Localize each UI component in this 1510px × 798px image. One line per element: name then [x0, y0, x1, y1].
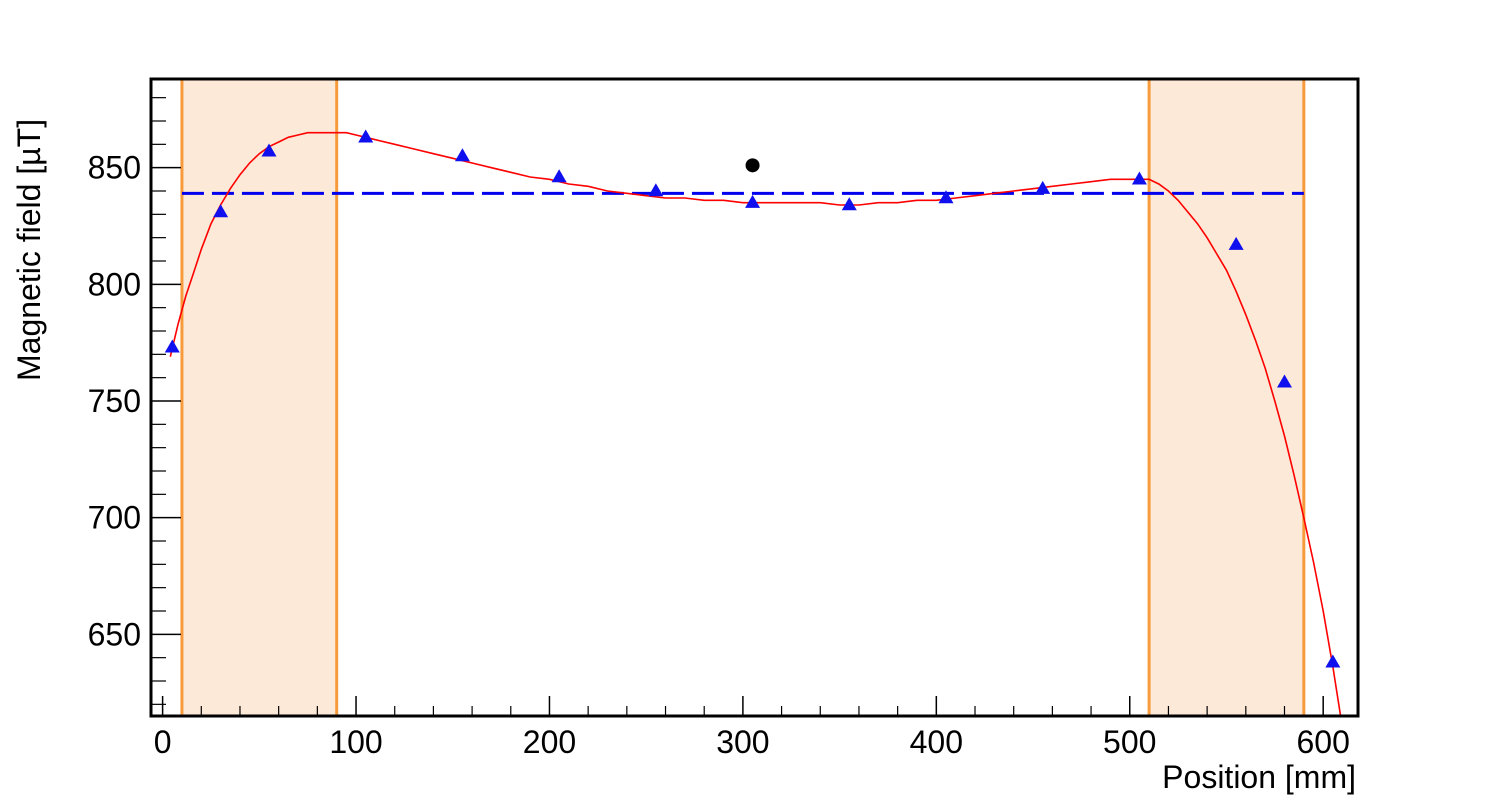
x-tick-label: 200 [523, 724, 576, 760]
fit-curve [169, 131, 1342, 717]
minor-ticks [151, 97, 1286, 716]
circle-data-point [745, 158, 760, 173]
y-tick-labels: 650 700 750 800 850 [88, 150, 141, 653]
x-tick-label: 500 [1103, 724, 1156, 760]
triangle-data-point [358, 129, 374, 143]
triangle-data-point [841, 197, 857, 211]
triangle-data-point [1228, 236, 1244, 250]
triangle-data-point [213, 204, 229, 218]
shaded-band-2 [1149, 79, 1304, 716]
triangle-data-point [648, 183, 664, 197]
x-axis-title: Position [mm] [1162, 759, 1356, 795]
x-tick-labels: 0 100 200 300 400 500 600 [154, 724, 1350, 760]
y-tick-label: 850 [88, 150, 141, 186]
triangle-data-point [1325, 654, 1341, 668]
triangle-data-point [261, 143, 277, 157]
fit-curve-group [169, 131, 1342, 717]
x-tick-label: 400 [910, 724, 963, 760]
triangle-data-point [1035, 180, 1051, 194]
major-ticks [151, 166, 1324, 716]
x-tick-label: 0 [154, 724, 172, 760]
x-tick-label: 600 [1296, 724, 1349, 760]
triangle-data-point [551, 169, 567, 183]
y-axis-title: Magnetic field [µT] [11, 119, 47, 381]
triangle-data-point [164, 339, 180, 353]
y-tick-label: 650 [88, 616, 141, 652]
triangle-data-point [938, 190, 954, 204]
y-tick-label: 700 [88, 500, 141, 536]
triangle-data-point [1276, 374, 1292, 388]
shaded-band-1 [181, 79, 337, 716]
x-tick-label: 300 [716, 724, 769, 760]
y-tick-label: 750 [88, 383, 141, 419]
x-tick-label: 100 [329, 724, 382, 760]
triangle-data-point [454, 148, 470, 162]
shaded-bands [180, 79, 1306, 716]
triangle-data-point [745, 194, 761, 208]
data-points [164, 129, 1341, 668]
triangle-data-point [1131, 171, 1147, 185]
y-tick-label: 800 [88, 266, 141, 302]
plot-frame [149, 77, 1360, 718]
